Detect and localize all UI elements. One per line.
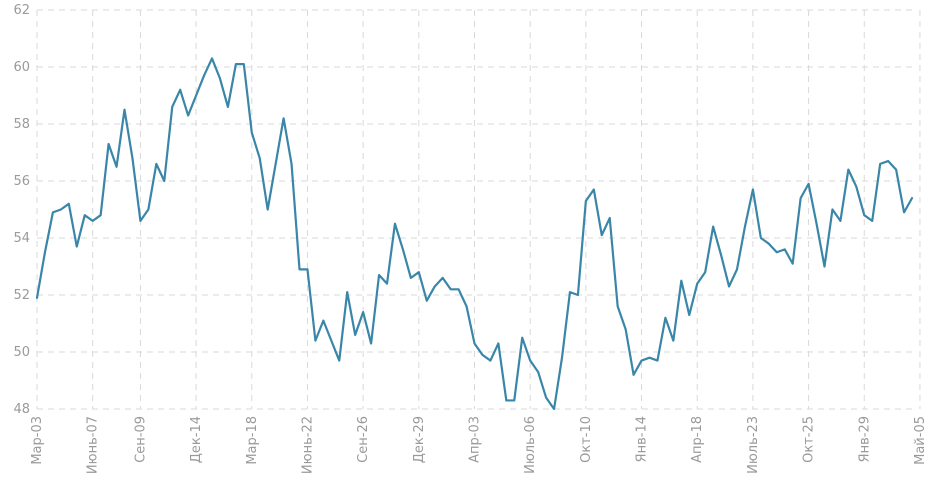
x-tick-label: Дек-14 <box>189 416 204 463</box>
series-line <box>35 57 914 411</box>
x-tick-label: Сен-26 <box>356 416 371 463</box>
y-tick-label: 60 <box>13 60 30 75</box>
x-tick-label: Окт-10 <box>579 416 594 463</box>
y-tick-label: 52 <box>13 288 30 303</box>
series-layer <box>35 57 914 411</box>
x-tick-label: Июнь-07 <box>86 416 101 474</box>
x-tick-label: Дек-29 <box>412 416 427 463</box>
x-tick-label: Окт-25 <box>802 416 817 463</box>
y-tick-label: 56 <box>13 174 30 189</box>
x-tick-label: Июль-06 <box>523 416 538 474</box>
y-tick-label: 62 <box>13 3 30 18</box>
grid-layer <box>36 9 921 410</box>
y-tick-label: 58 <box>13 117 30 132</box>
x-tick-label: Мар-03 <box>30 416 45 465</box>
x-tick-label: Янв-14 <box>635 416 650 462</box>
y-axis-tick-labels: 48 50 52 54 56 58 60 62 <box>13 3 30 417</box>
x-tick-label: Июнь-22 <box>300 416 315 474</box>
x-tick-label: Май-05 <box>913 416 928 465</box>
x-axis-tick-labels: Мар-03 Июнь-07 Сен-09 Дек-14 Мар-18 Июнь-22 Се… <box>30 416 928 474</box>
x-tick-label: Янв-29 <box>857 416 872 462</box>
y-tick-label: 50 <box>13 345 30 360</box>
y-tick-label: 54 <box>13 231 30 246</box>
x-tick-label: Мар-18 <box>245 416 260 465</box>
x-tick-label: Июль-23 <box>746 416 761 474</box>
x-tick-label: Апр-18 <box>690 416 705 463</box>
y-tick-label: 48 <box>13 402 30 417</box>
x-tick-label: Сен-09 <box>133 416 148 463</box>
x-tick-label: Апр-03 <box>468 416 483 463</box>
